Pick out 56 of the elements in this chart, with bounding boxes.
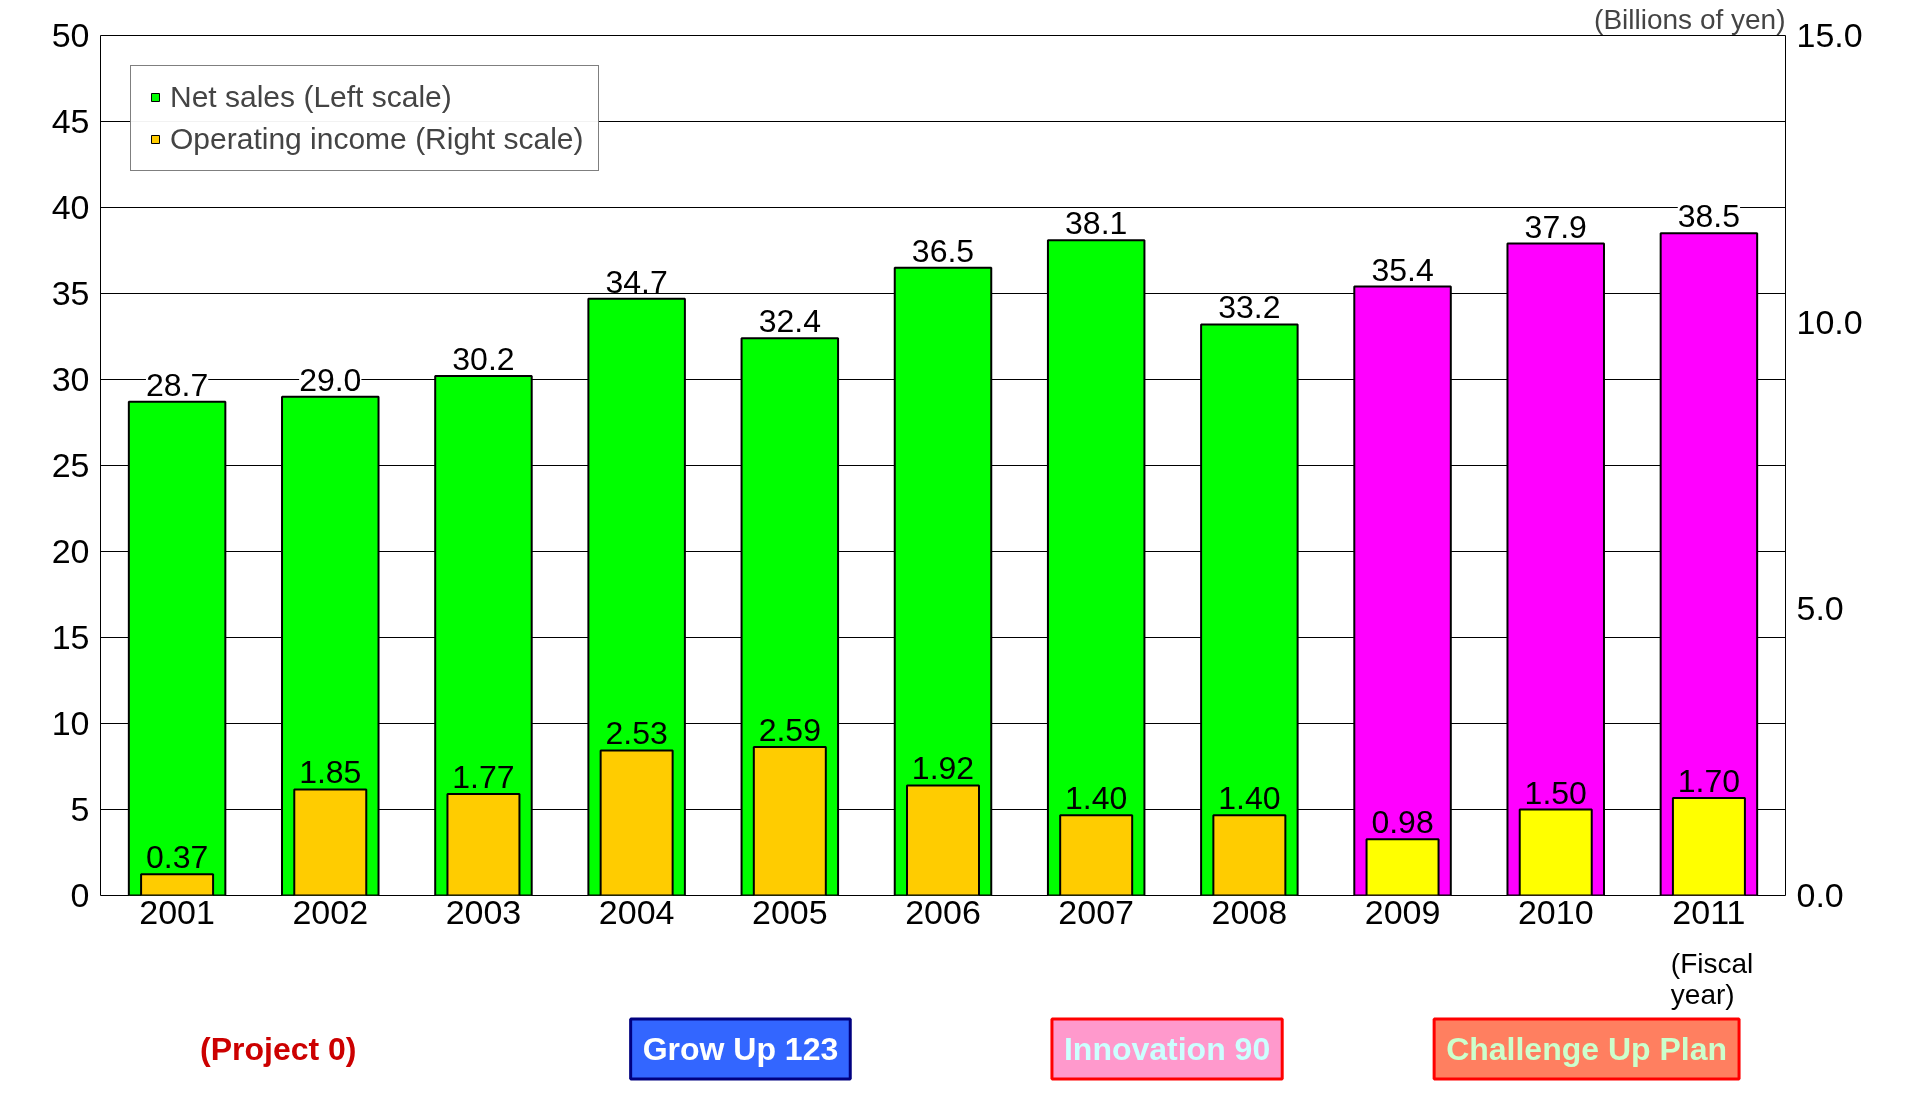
data-label: 32.4: [758, 303, 821, 340]
data-label: 1.50: [1524, 774, 1587, 811]
x-tick-label: 2005: [752, 892, 828, 931]
data-label: 29.0: [299, 361, 362, 398]
y-tick-label: 35: [51, 274, 90, 312]
y-tick-label: 45: [51, 102, 90, 140]
legend-label: Operating income (Right scale): [170, 122, 584, 156]
y-tick-label: 0: [70, 876, 90, 914]
x-tick-label: 2010: [1517, 892, 1594, 931]
x-tick-label: 2002: [292, 892, 369, 931]
data-label: 28.7: [145, 366, 209, 403]
data-label: 2.59: [758, 712, 821, 749]
y-tick-label: 50: [51, 16, 90, 54]
data-label: 37.9: [1524, 208, 1587, 245]
data-label: 1.40: [1218, 780, 1281, 817]
x-tick-label: 2009: [1364, 892, 1441, 931]
y2-tick-label: 0.0: [1796, 876, 1844, 914]
y2-tick-label: 5.0: [1796, 589, 1844, 628]
x-tick-label: 2007: [1058, 892, 1134, 931]
data-label: 1.85: [299, 754, 362, 791]
y2-tick-label: 15.0: [1796, 16, 1863, 54]
x-tick-label: 2001: [139, 892, 215, 931]
data-label: 35.4: [1371, 251, 1434, 288]
x-tick-label: 2011: [1672, 892, 1746, 931]
x-tick-label: 2003: [445, 892, 522, 931]
data-label: 33.2: [1218, 289, 1281, 326]
data-label: 1.70: [1677, 763, 1741, 800]
data-label: 34.7: [605, 263, 668, 300]
x-axis-title: (Fiscal year): [1670, 947, 1754, 1010]
text: (Project 0): [200, 1031, 357, 1068]
data-label: 1.77: [452, 759, 515, 796]
y2-axis-title: (Billions of yen): [1594, 3, 1786, 35]
data-label: 0.37: [145, 839, 209, 876]
text: Innovation 90: [1063, 1031, 1271, 1068]
y-tick-label: 5: [70, 790, 90, 828]
data-label: 0.98: [1371, 804, 1434, 841]
x-tick-label: 2004: [598, 892, 675, 931]
text: Challenge Up Plan: [1446, 1031, 1728, 1068]
y-tick-label: 25: [51, 446, 90, 484]
data-label: 1.92: [911, 750, 975, 787]
data-label: 38.5: [1677, 198, 1741, 235]
y-tick-label: 15: [51, 618, 90, 656]
y-tick-label: 20: [51, 532, 90, 570]
x-tick-label: 2006: [905, 892, 981, 931]
y-tick-label: 30: [51, 360, 90, 398]
data-label: 38.1: [1065, 205, 1128, 242]
y2-tick-label: 10.0: [1796, 302, 1863, 341]
x-tick-label: 2008: [1211, 892, 1288, 931]
data-label: 36.5: [911, 232, 975, 269]
data-label: 1.40: [1065, 780, 1128, 817]
y-tick-label: 10: [51, 704, 90, 742]
text: Grow Up 123: [642, 1031, 839, 1068]
y-tick-label: 40: [51, 188, 90, 226]
data-label: 30.2: [452, 341, 515, 378]
data-label: 2.53: [605, 715, 668, 752]
legend-label: Net sales (Left scale): [170, 80, 452, 114]
